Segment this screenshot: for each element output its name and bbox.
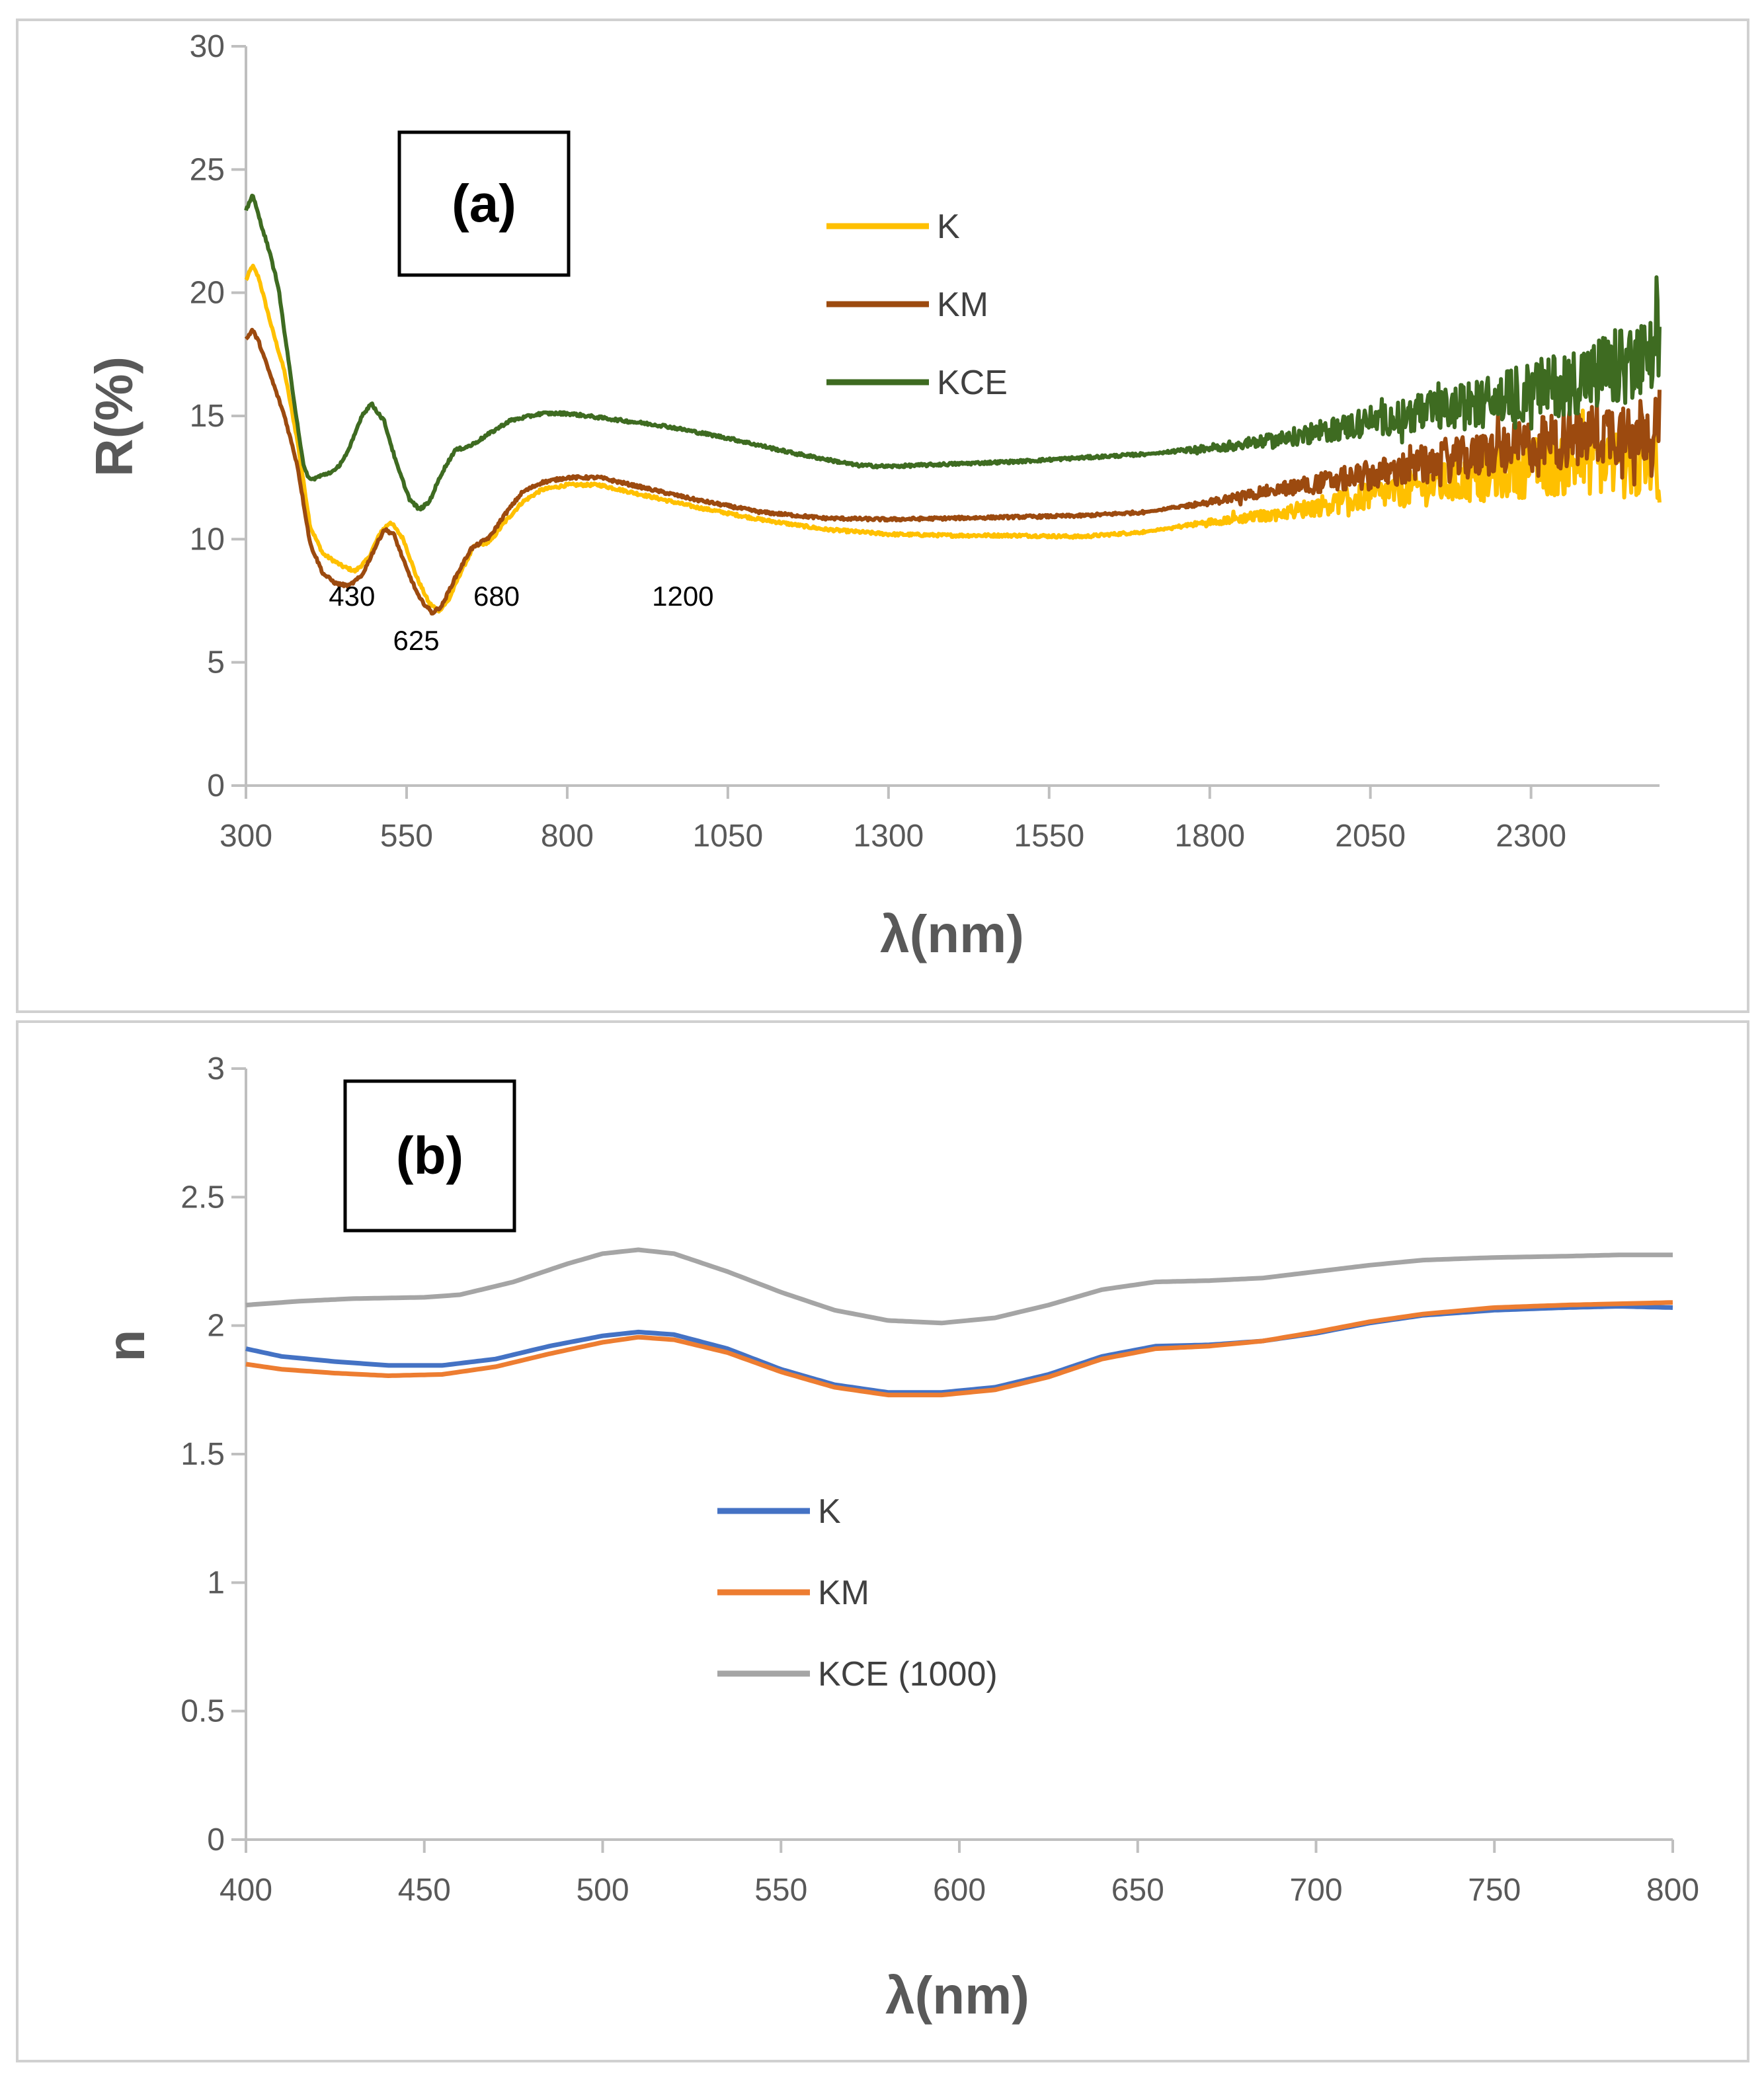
panel-b-xlabel: λ(nm)	[885, 1966, 1029, 2025]
x-tick-label: 1300	[853, 819, 924, 854]
legend-label: KM	[937, 286, 988, 324]
y-tick-label: 1	[207, 1565, 225, 1600]
legend-label: K	[937, 208, 960, 246]
legend-label: K	[818, 1492, 841, 1531]
panel-a-label: (a)	[452, 174, 516, 233]
panel-a-annotations: 430 625 680 1200	[329, 581, 713, 656]
y-tick-label: 1.5	[180, 1437, 225, 1472]
panel-a-ylabel: R(%)	[85, 356, 143, 477]
series-line-km	[245, 1300, 1673, 1398]
series-line-kce	[244, 193, 1662, 512]
x-tick-label: 1050	[692, 819, 763, 854]
panel-b-series	[245, 1247, 1673, 1398]
series-line-km	[244, 327, 1662, 616]
x-tick-label: 300	[220, 819, 272, 854]
panel-a-legend: K KM KCE	[826, 208, 1008, 402]
series-line-kce-1000-	[245, 1247, 1673, 1326]
panel-b-legend: K KM KCE (1000)	[717, 1492, 998, 1693]
peak-annotation: 625	[393, 625, 439, 656]
x-tick-label: 2050	[1335, 819, 1406, 854]
x-tick-label: 1800	[1174, 819, 1245, 854]
x-tick-label: 1550	[1014, 819, 1084, 854]
y-tick-label: 5	[207, 645, 225, 680]
x-tick-label: 450	[398, 1873, 451, 1908]
panel-b-frame	[16, 1020, 1749, 2062]
y-tick-label: 2	[207, 1309, 225, 1344]
y-tick-label: 0	[207, 768, 225, 803]
legend-label: KCE (1000)	[818, 1655, 998, 1693]
panel-b-label-box: (b)	[343, 1079, 516, 1233]
x-tick-label: 550	[380, 819, 433, 854]
y-tick-label: 3	[207, 1051, 225, 1086]
y-tick-label: 20	[190, 276, 225, 311]
x-tick-label: 2300	[1496, 819, 1566, 854]
y-tick-label: 0.5	[180, 1694, 225, 1729]
x-tick-label: 800	[541, 819, 594, 854]
y-tick-label: 15	[190, 399, 225, 434]
peak-annotation: 680	[473, 581, 520, 612]
panel-a-axes: 0 5 10 15 20 25 30 300 550 800 1050 1300 1550 1800 205…	[190, 29, 1660, 854]
panel-b-ylabel: n	[97, 1330, 155, 1362]
peak-annotation: 430	[329, 581, 375, 612]
panel-a-label-box: (a)	[397, 130, 571, 277]
panel-a-frame	[16, 19, 1749, 1013]
x-tick-label: 500	[576, 1873, 629, 1908]
legend-label: KM	[818, 1574, 869, 1612]
panel-b-label: (b)	[396, 1126, 463, 1185]
y-tick-label: 10	[190, 522, 225, 557]
y-tick-label: 0	[207, 1822, 225, 1857]
peak-annotation: 1200	[652, 581, 713, 612]
y-tick-label: 30	[190, 29, 225, 64]
x-tick-label: 400	[220, 1873, 272, 1908]
y-tick-label: 25	[190, 152, 225, 187]
panel-a-series	[244, 193, 1662, 616]
legend-label: KCE	[937, 364, 1008, 402]
x-tick-label: 600	[933, 1873, 986, 1908]
y-tick-label: 2.5	[180, 1180, 225, 1215]
x-tick-label: 750	[1468, 1873, 1521, 1908]
x-tick-label: 700	[1289, 1873, 1342, 1908]
x-tick-label: 650	[1111, 1873, 1164, 1908]
x-tick-label: 800	[1646, 1873, 1699, 1908]
x-tick-label: 550	[754, 1873, 807, 1908]
panel-b-axes: 0 0.5 1 1.5 2 2.5 3 400 450 500 550 600 650 700 750 800	[180, 1051, 1699, 1908]
panel-a-xlabel: λ(nm)	[880, 905, 1024, 963]
